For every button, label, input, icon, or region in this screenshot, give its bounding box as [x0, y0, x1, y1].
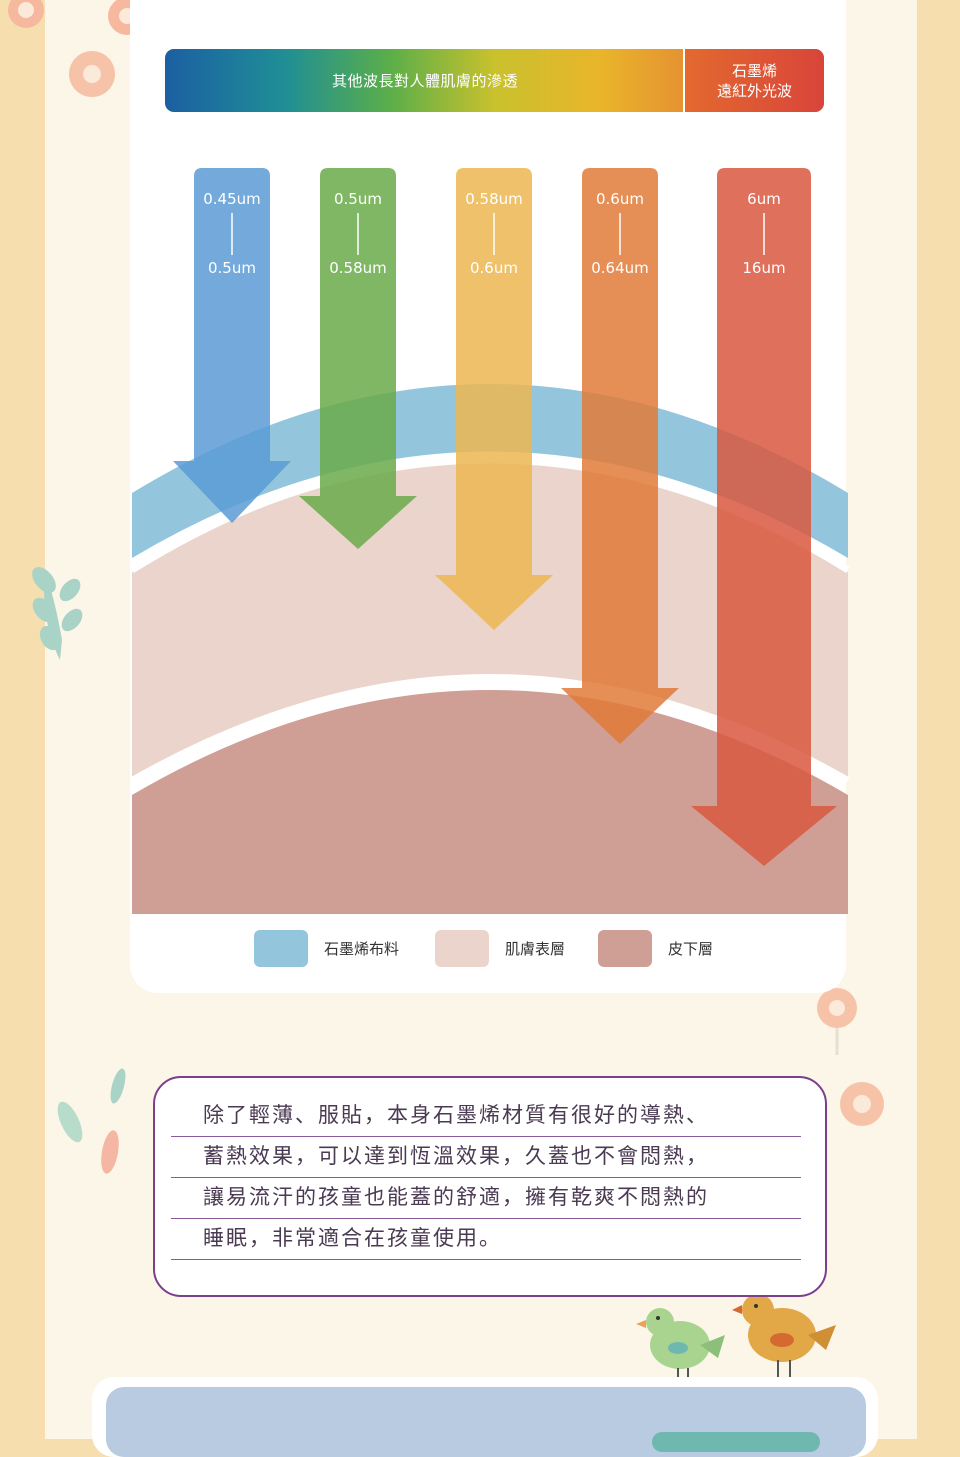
- description-line: 讓易流汗的孩童也能蓋的舒適，擁有乾爽不悶熱的: [171, 1178, 801, 1219]
- legend-label: 皮下層: [668, 940, 714, 958]
- description-line: 蓄熱效果，可以達到恆溫效果，久蓋也不會悶熱，: [171, 1137, 801, 1178]
- spectrum-bar: 其他波長對人體肌膚的滲透 石墨烯 遠紅外光波: [165, 49, 824, 112]
- wavelength-from-label: 6um: [747, 190, 781, 208]
- legend-item: 肌膚表層: [435, 930, 565, 967]
- wavelength-from-label: 0.6um: [596, 190, 644, 208]
- arrow-group: 0.45um 0.5um 0.5um 0.58um 0.58um 0.6um 0.6um 0.…: [173, 168, 837, 866]
- subcutaneous-layer: [132, 690, 848, 914]
- bird-icon: [636, 1308, 725, 1382]
- penetration-diagram: 0.45um 0.5um 0.5um 0.58um 0.58um 0.6um 0.6um 0.…: [130, 168, 850, 914]
- legend-label: 肌膚表層: [505, 940, 566, 958]
- leaf-icon: [57, 1068, 126, 1174]
- wavelength-to-label: 0.6um: [470, 259, 518, 277]
- description-line: 睡眠，非常適合在孩童使用。: [171, 1219, 801, 1260]
- flower-icon: [8, 0, 44, 28]
- flower-icon: [69, 51, 115, 97]
- leaf-icon: [32, 567, 83, 660]
- wavelength-to-label: 0.58um: [329, 259, 387, 277]
- graphene-fabric-layer: [132, 384, 848, 558]
- wavelength-to-label: 0.64um: [591, 259, 649, 277]
- legend-swatch: [254, 930, 308, 967]
- legend-swatch: [435, 930, 489, 967]
- wavelength-from-label: 0.5um: [334, 190, 382, 208]
- wavelength-from-label: 0.58um: [465, 190, 523, 208]
- wavelength-from-label: 0.45um: [203, 190, 261, 208]
- wavelength-to-label: 0.5um: [208, 259, 256, 277]
- legend-swatch: [598, 930, 652, 967]
- spectrum-other-label: 其他波長對人體肌膚的滲透: [331, 72, 518, 90]
- wavelength-arrow: [173, 168, 291, 523]
- flower-icon: [840, 1082, 884, 1126]
- flower-icon: [817, 988, 857, 1055]
- graphene-label-line2: 遠紅外光波: [716, 81, 792, 100]
- legend-item: 皮下層: [598, 930, 713, 967]
- wavelength-to-label: 16um: [742, 259, 785, 277]
- legend-item: 石墨烯布料: [254, 930, 399, 967]
- graphene-label-line1: 石墨烯: [731, 61, 777, 80]
- description-line: 除了輕薄、服貼，本身石墨烯材質有很好的導熱、: [171, 1096, 801, 1137]
- wavelength-arrow: [691, 168, 837, 866]
- wavelength-arrow: [561, 168, 679, 744]
- legend-label: 石墨烯布料: [324, 940, 400, 958]
- spectrum-divider: [683, 49, 685, 112]
- description-box: 除了輕薄、服貼，本身石墨烯材質有很好的導熱、 蓄熱效果，可以達到恆溫效果，久蓋也…: [153, 1076, 827, 1297]
- next-section-tab: [652, 1432, 820, 1452]
- wavelength-arrow: [435, 168, 553, 630]
- bird-icon: [732, 1294, 836, 1382]
- wavelength-arrow: [299, 168, 417, 549]
- spectrum-graphene-label: 石墨烯 遠紅外光波: [685, 49, 824, 112]
